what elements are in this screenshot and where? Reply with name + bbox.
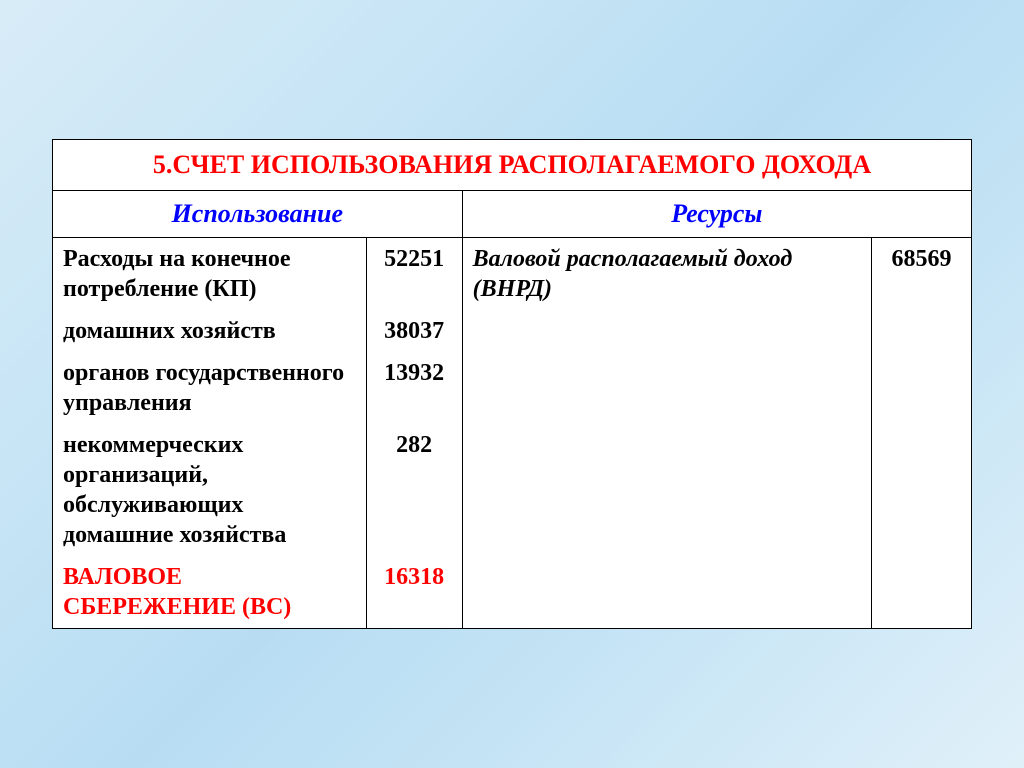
account-table-container: 5.СЧЕТ ИСПОЛЬЗОВАНИЯ РАСПОЛАГАЕМОГО ДОХО…: [52, 139, 972, 629]
left-label: ВАЛОВОЕ СБЕРЕЖЕНИЕ (ВС): [53, 556, 367, 629]
account-table: 5.СЧЕТ ИСПОЛЬЗОВАНИЯ РАСПОЛАГАЕМОГО ДОХО…: [52, 139, 972, 629]
left-value: 52251: [366, 238, 462, 311]
left-value: 282: [366, 424, 462, 556]
left-label: некоммерческих организаций, обслуживающи…: [53, 424, 367, 556]
header-left: Использование: [53, 191, 463, 238]
left-label: Расходы на конечное потребление (КП): [53, 238, 367, 311]
table-row: некоммерческих организаций, обслуживающи…: [53, 424, 972, 556]
right-label: Валовой располагаемый доход (ВНРД): [462, 238, 871, 311]
table-row: ВАЛОВОЕ СБЕРЕЖЕНИЕ (ВС) 16318: [53, 556, 972, 629]
right-empty: [462, 556, 871, 629]
header-right: Ресурсы: [462, 191, 971, 238]
right-empty: [872, 424, 972, 556]
left-value: 16318: [366, 556, 462, 629]
right-empty: [462, 424, 871, 556]
header-row: Использование Ресурсы: [53, 191, 972, 238]
left-label: органов государственного управления: [53, 352, 367, 424]
left-label: домашних хозяйств: [53, 310, 367, 352]
table-row: органов государственного управления 1393…: [53, 352, 972, 424]
right-value: 68569: [872, 238, 972, 311]
left-value: 38037: [366, 310, 462, 352]
table-row: Расходы на конечное потребление (КП) 522…: [53, 238, 972, 311]
table-title: 5.СЧЕТ ИСПОЛЬЗОВАНИЯ РАСПОЛАГАЕМОГО ДОХО…: [53, 140, 972, 191]
left-value: 13932: [366, 352, 462, 424]
right-empty: [462, 352, 871, 424]
right-empty: [872, 310, 972, 352]
table-row: домашних хозяйств 38037: [53, 310, 972, 352]
right-empty: [872, 352, 972, 424]
right-empty: [872, 556, 972, 629]
title-row: 5.СЧЕТ ИСПОЛЬЗОВАНИЯ РАСПОЛАГАЕМОГО ДОХО…: [53, 140, 972, 191]
right-empty: [462, 310, 871, 352]
